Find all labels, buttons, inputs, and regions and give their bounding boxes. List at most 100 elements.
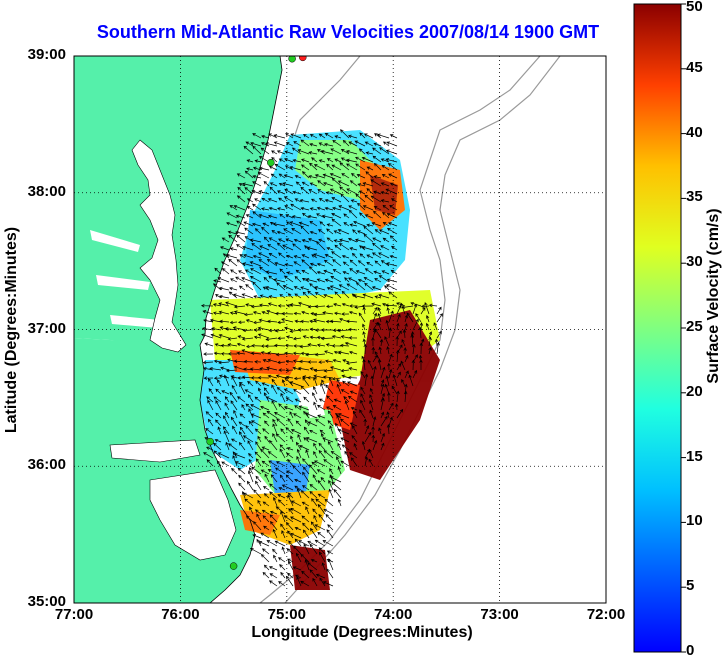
velocity-arrow — [213, 376, 222, 380]
velocity-arrow — [308, 266, 318, 275]
velocity-arrow — [251, 222, 262, 227]
velocity-arrow — [348, 336, 358, 340]
velocity-arrow — [374, 295, 382, 299]
velocity-arrow — [290, 516, 302, 523]
velocity-arrow — [324, 278, 334, 283]
velocity-arrow — [436, 313, 443, 323]
velocity-arrow — [275, 433, 286, 443]
velocity-arrow — [316, 278, 326, 283]
velocity-arrow — [315, 419, 326, 427]
velocity-arrow — [291, 147, 302, 155]
velocity-arrow — [319, 551, 326, 563]
velocity-arrow — [282, 284, 294, 291]
velocity-arrow — [281, 311, 294, 316]
velocity-arrow — [367, 359, 374, 371]
velocity-arrow — [248, 458, 254, 467]
velocity-arrow — [226, 221, 238, 227]
velocity-arrow — [303, 543, 310, 555]
velocity-arrow — [357, 183, 366, 187]
station-marker — [229, 562, 238, 570]
velocity-arrow — [266, 258, 278, 267]
velocity-arrow — [334, 291, 342, 299]
velocity-arrow — [249, 276, 262, 283]
velocity-arrow — [326, 237, 334, 243]
velocity-arrow — [303, 466, 310, 475]
velocity-arrow — [313, 442, 318, 451]
velocity-arrow — [272, 548, 278, 555]
velocity-arrow — [307, 214, 318, 219]
velocity-arrow — [287, 530, 294, 539]
velocity-arrow — [357, 230, 366, 235]
velocity-arrow — [341, 312, 350, 316]
velocity-arrow — [274, 540, 286, 547]
velocity-arrow — [279, 474, 286, 483]
velocity-arrow — [265, 142, 278, 147]
velocity-arrow — [344, 450, 350, 459]
velocity-arrow — [271, 150, 278, 155]
velocity-arrow — [311, 461, 318, 467]
velocity-arrow — [380, 245, 390, 251]
velocity-arrow — [278, 173, 286, 179]
velocity-arrow — [363, 343, 368, 355]
velocity-arrow — [289, 165, 302, 171]
velocity-arrow — [372, 155, 382, 163]
velocity-arrow — [368, 458, 374, 467]
velocity-arrow — [331, 197, 342, 203]
velocity-arrow — [395, 335, 399, 347]
velocity-arrow — [282, 182, 294, 187]
velocity-arrow — [360, 393, 366, 403]
velocity-arrow — [242, 328, 254, 333]
velocity-arrow — [331, 218, 342, 227]
velocity-arrow — [328, 488, 334, 499]
velocity-arrow — [284, 376, 294, 387]
velocity-arrow — [287, 558, 294, 563]
y-tick-label: 37:00 — [27, 319, 66, 337]
velocity-arrow — [218, 360, 230, 365]
velocity-arrow — [229, 205, 238, 211]
velocity-arrow — [391, 385, 398, 395]
velocity-arrow — [281, 318, 294, 323]
velocity-arrow — [412, 303, 418, 315]
velocity-arrow — [286, 447, 294, 451]
velocity-arrow — [307, 562, 318, 571]
velocity-arrow — [254, 360, 262, 364]
velocity-arrow — [227, 337, 238, 341]
velocity-arrow — [277, 494, 286, 499]
velocity-arrow — [217, 452, 230, 459]
velocity-arrow — [332, 358, 342, 363]
velocity-arrow — [320, 328, 334, 332]
velocity-arrow — [270, 474, 278, 483]
velocity-arrow — [210, 327, 222, 331]
velocity-arrow — [245, 303, 254, 307]
velocity-arrow — [213, 351, 222, 356]
velocity-arrow — [313, 312, 326, 317]
velocity-arrow — [365, 171, 374, 179]
velocity-arrow — [251, 189, 262, 195]
velocity-arrow — [411, 359, 416, 371]
velocity-arrow — [341, 254, 350, 259]
velocity-arrow — [327, 410, 334, 419]
velocity-arrow — [244, 227, 254, 235]
velocity-arrow — [250, 304, 262, 309]
velocity-arrow — [314, 292, 326, 299]
velocity-arrow — [283, 406, 294, 411]
chesapeake-bay — [132, 140, 186, 352]
velocity-arrow — [335, 413, 342, 419]
plot-title: Southern Mid-Atlantic Raw Velocities 200… — [96, 22, 600, 42]
velocity-arrow — [345, 150, 358, 155]
velocity-arrow — [275, 506, 286, 515]
velocity-arrow — [207, 418, 214, 427]
velocity-arrow — [339, 162, 350, 171]
velocity-arrow — [313, 514, 318, 523]
velocity-arrow — [236, 195, 246, 203]
velocity-arrow — [400, 302, 406, 315]
velocity-arrow — [374, 278, 382, 283]
bathymetry-contour — [259, 56, 541, 603]
station-marker — [206, 437, 214, 446]
velocity-arrow — [201, 333, 214, 339]
velocity-arrow — [278, 238, 286, 243]
velocity-arrow — [215, 412, 222, 419]
velocity-arrow — [382, 211, 390, 219]
velocity-arrow — [227, 352, 238, 356]
velocity-arrow — [326, 529, 334, 539]
